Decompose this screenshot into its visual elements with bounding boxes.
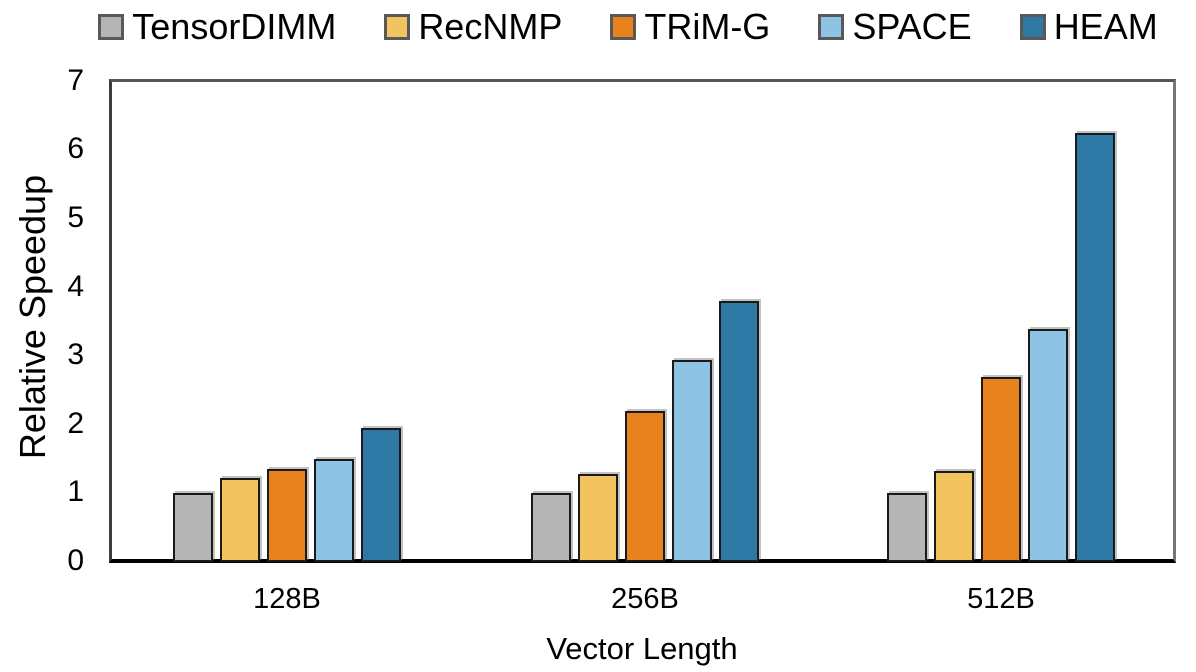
legend-item-heam: HEAM bbox=[1019, 6, 1158, 47]
bar-tensordimm-512b bbox=[887, 493, 927, 562]
legend-swatch-icon bbox=[818, 14, 845, 40]
legend-label: SPACE bbox=[852, 6, 972, 47]
legend-label: TensorDIMM bbox=[132, 6, 337, 47]
legend-swatch-icon bbox=[1019, 14, 1046, 40]
bar-trim-g-128b bbox=[267, 469, 307, 562]
legend-item-trim-g: TRiM-G bbox=[610, 9, 770, 45]
y-tick-label: 0 bbox=[67, 544, 84, 577]
legend-label: TRiM-G bbox=[644, 6, 771, 47]
y-tick-label: 6 bbox=[67, 132, 84, 165]
bar-tensordimm-256b bbox=[531, 493, 571, 562]
bar-recnmp-512b bbox=[934, 471, 974, 562]
bar-heam-128b bbox=[361, 428, 401, 562]
x-tick-label: 512B bbox=[967, 583, 1035, 615]
bar-heam-256b bbox=[719, 301, 759, 562]
y-tick-label: 7 bbox=[67, 64, 84, 97]
bar-heam-512b bbox=[1075, 133, 1115, 562]
bar-tensordimm-128b bbox=[173, 493, 213, 562]
bar-trim-g-512b bbox=[981, 377, 1021, 562]
x-axis-title: Vector Length bbox=[546, 631, 738, 666]
y-tick-label: 5 bbox=[67, 201, 84, 234]
bar-recnmp-256b bbox=[578, 474, 618, 562]
legend-label: RecNMP bbox=[418, 6, 563, 47]
legend-label: HEAM bbox=[1053, 6, 1158, 47]
legend-item-space: SPACE bbox=[818, 6, 972, 47]
x-tick-label: 256B bbox=[611, 583, 679, 615]
legend-item-tensordimm: TensorDIMM bbox=[98, 9, 336, 45]
bar-recnmp-128b bbox=[220, 478, 260, 562]
y-tick-label: 3 bbox=[67, 338, 84, 371]
legend-swatch-icon bbox=[384, 14, 411, 40]
bar-space-512b bbox=[1028, 329, 1068, 562]
legend-swatch-icon bbox=[610, 14, 637, 40]
y-tick-label: 1 bbox=[67, 475, 84, 508]
x-tick-label: 128B bbox=[253, 583, 321, 615]
legend-swatch-icon bbox=[98, 14, 125, 40]
y-tick-label: 4 bbox=[67, 270, 84, 303]
bar-space-256b bbox=[672, 360, 712, 562]
legend: TensorDIMM RecNMP TRiM-G SPACE HEAM bbox=[60, 4, 1196, 50]
bar-space-128b bbox=[314, 459, 354, 562]
y-tick-label: 2 bbox=[67, 407, 84, 440]
legend-item-recnmp: RecNMP bbox=[384, 9, 562, 45]
bar-trim-g-256b bbox=[625, 411, 665, 562]
